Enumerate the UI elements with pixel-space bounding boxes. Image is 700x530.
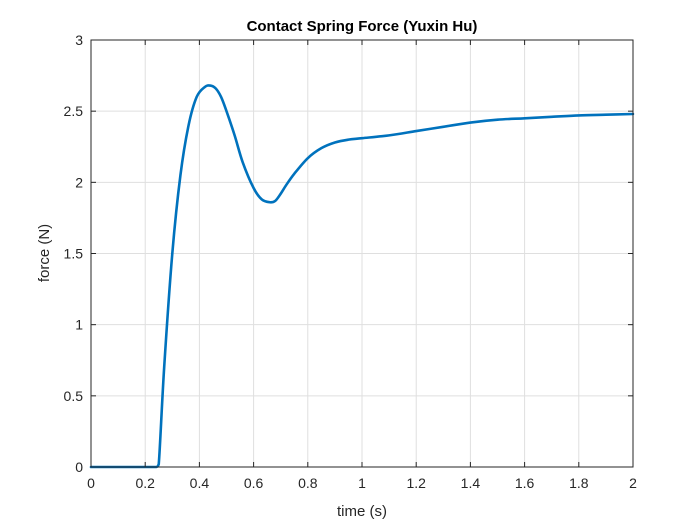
series-layer	[89, 84, 635, 469]
x-axis-label: time (s)	[337, 503, 387, 520]
grid	[91, 40, 633, 467]
x-tick-label: 0.6	[244, 475, 264, 491]
x-tick-label: 1.4	[461, 475, 481, 491]
x-tick-label: 0.2	[135, 475, 155, 491]
x-tick-label: 1.8	[569, 475, 589, 491]
y-tick-labels: 0 0.5 1 1.5 2 2.5 3	[64, 32, 84, 475]
x-tick-label: 0	[87, 475, 95, 491]
ticks	[90, 39, 634, 468]
x-tick-label: 0.4	[190, 475, 210, 491]
y-tick-label: 0.5	[64, 388, 84, 404]
x-tick-labels: 0 0.2 0.4 0.6 0.8 1 1.2 1.4 1.6 1.8 2	[87, 475, 637, 491]
y-tick-label: 1	[75, 317, 83, 333]
y-tick-label: 1.5	[64, 246, 84, 262]
chart-title: Contact Spring Force (Yuxin Hu)	[247, 18, 478, 35]
x-tick-label: 1.2	[406, 475, 426, 491]
x-tick-label: 0.8	[298, 475, 318, 491]
x-tick-label: 1	[358, 475, 366, 491]
y-tick-label: 2	[75, 174, 83, 190]
x-tick-label: 2	[629, 475, 637, 491]
y-axis-label: force (N)	[36, 224, 53, 282]
series-line	[89, 84, 635, 469]
y-tick-label: 2.5	[64, 103, 84, 119]
y-tick-label: 0	[75, 459, 83, 475]
y-tick-label: 3	[75, 32, 83, 48]
x-tick-label: 1.6	[515, 475, 535, 491]
